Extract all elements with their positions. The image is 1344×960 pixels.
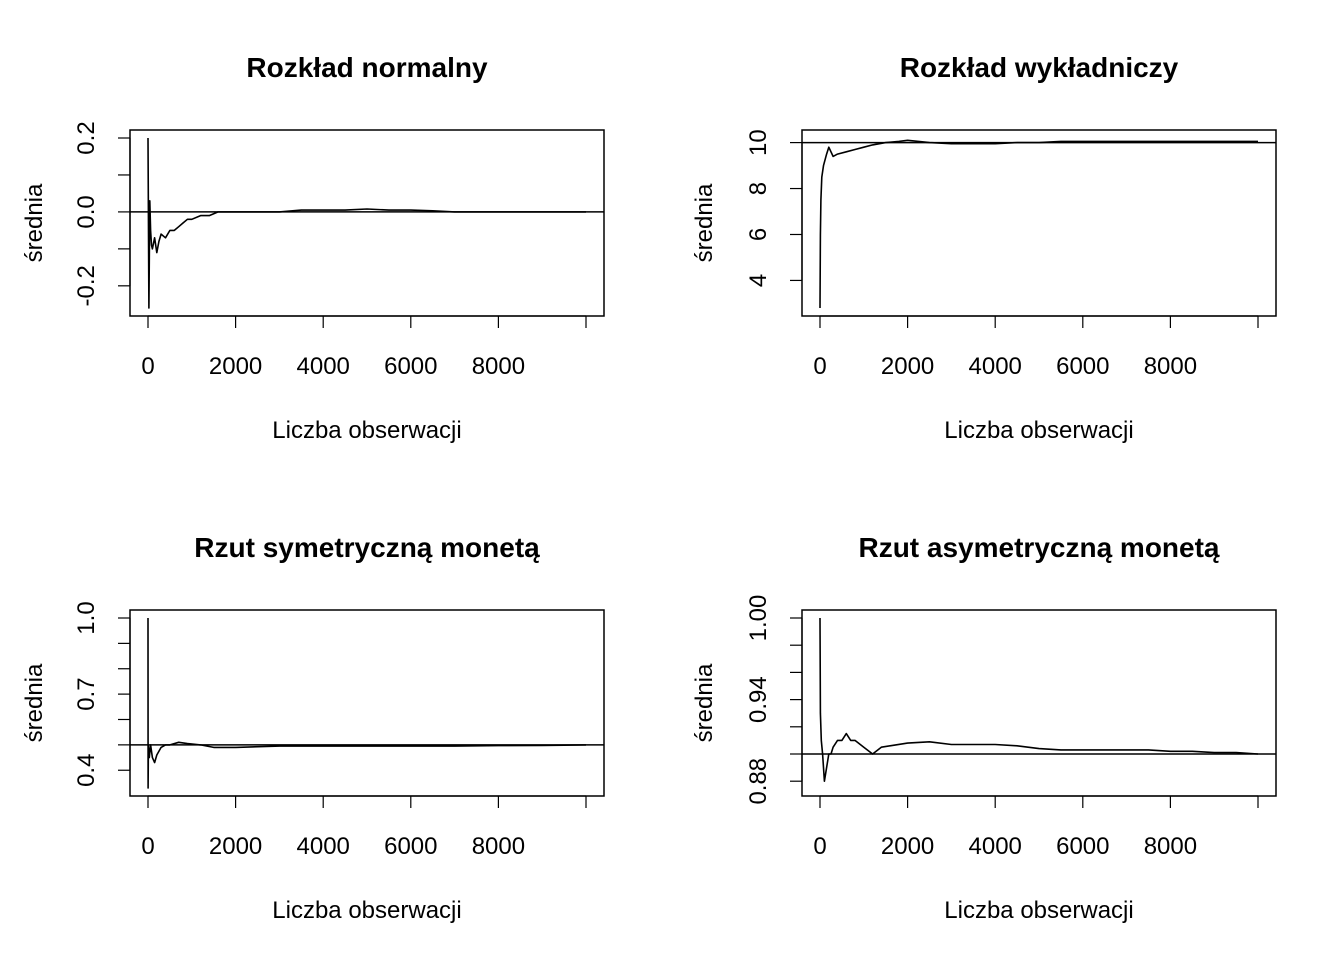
x-tick-label: 4000 (297, 353, 350, 380)
x-axis-label: Liczba obserwacji (272, 417, 461, 444)
y-axis-label: średnia (21, 663, 48, 742)
y-tick-label: 8 (745, 182, 772, 195)
x-tick-label: 2000 (209, 833, 262, 860)
y-axis-label: średnia (691, 183, 718, 262)
y-axis-label: średnia (691, 663, 718, 742)
chart-panel-exponential: Rozkład wykładniczy Liczba obserwacji śr… (691, 52, 1277, 444)
x-tick-label: 4000 (969, 833, 1022, 860)
y-tick-label: 1.0 (73, 601, 100, 634)
x-tick-label: 0 (813, 353, 826, 380)
series-line (147, 617, 587, 789)
series-line (819, 139, 1258, 309)
y-tick-label: 0.2 (73, 121, 100, 154)
series-line (147, 137, 586, 309)
x-tick-label: 8000 (1144, 833, 1197, 860)
x-tick-label: 8000 (472, 833, 525, 860)
chart-title: Rzut symetryczną monetą (194, 532, 540, 563)
x-tick-label: 6000 (1056, 833, 1109, 860)
chart-panel-asymmetric-coin: Rzut asymetryczną monetą Liczba obserwac… (691, 532, 1277, 924)
x-tick-label: 2000 (881, 353, 934, 380)
y-tick-label: 10 (745, 129, 772, 156)
x-axis-label: Liczba obserwacji (944, 417, 1133, 444)
x-tick-label: 6000 (1056, 353, 1109, 380)
chart-title: Rozkład wykładniczy (900, 52, 1179, 83)
plot-frame (129, 609, 605, 797)
y-tick-label: 0.94 (745, 676, 772, 723)
x-tick-label: 8000 (1144, 353, 1197, 380)
chart-title: Rozkład normalny (246, 52, 488, 83)
plot-frame (801, 609, 1277, 797)
x-tick-label: 4000 (297, 833, 350, 860)
x-tick-label: 6000 (384, 353, 437, 380)
y-tick-label: 1.00 (745, 595, 772, 642)
chart-title: Rzut asymetryczną monetą (858, 532, 1219, 563)
y-tick-label: 0.7 (73, 677, 100, 710)
y-tick-label: 0.4 (73, 754, 100, 787)
x-tick-label: 2000 (881, 833, 934, 860)
x-tick-label: 4000 (969, 353, 1022, 380)
plot-frame (129, 129, 605, 317)
x-tick-label: 6000 (384, 833, 437, 860)
y-tick-label: -0.2 (73, 265, 100, 306)
x-tick-label: 0 (813, 833, 826, 860)
y-tick-label: 6 (745, 228, 772, 241)
x-tick-label: 2000 (209, 353, 262, 380)
y-tick-label: 4 (745, 274, 772, 287)
y-tick-label: 0.0 (73, 195, 100, 228)
x-tick-label: 8000 (472, 353, 525, 380)
x-axis-label: Liczba obserwacji (272, 897, 461, 924)
x-tick-label: 0 (141, 833, 154, 860)
y-tick-label: 0.88 (745, 758, 772, 805)
x-axis-label: Liczba obserwacji (944, 897, 1133, 924)
series-line (819, 617, 1259, 783)
plot-frame (801, 129, 1277, 317)
chart-panel-normal: Rozkład normalny Liczba obserwacji średn… (21, 52, 605, 444)
chart-panel-symmetric-coin: Rzut symetryczną monetą Liczba obserwacj… (21, 532, 605, 924)
x-tick-label: 0 (141, 353, 154, 380)
y-axis-label: średnia (21, 183, 48, 262)
